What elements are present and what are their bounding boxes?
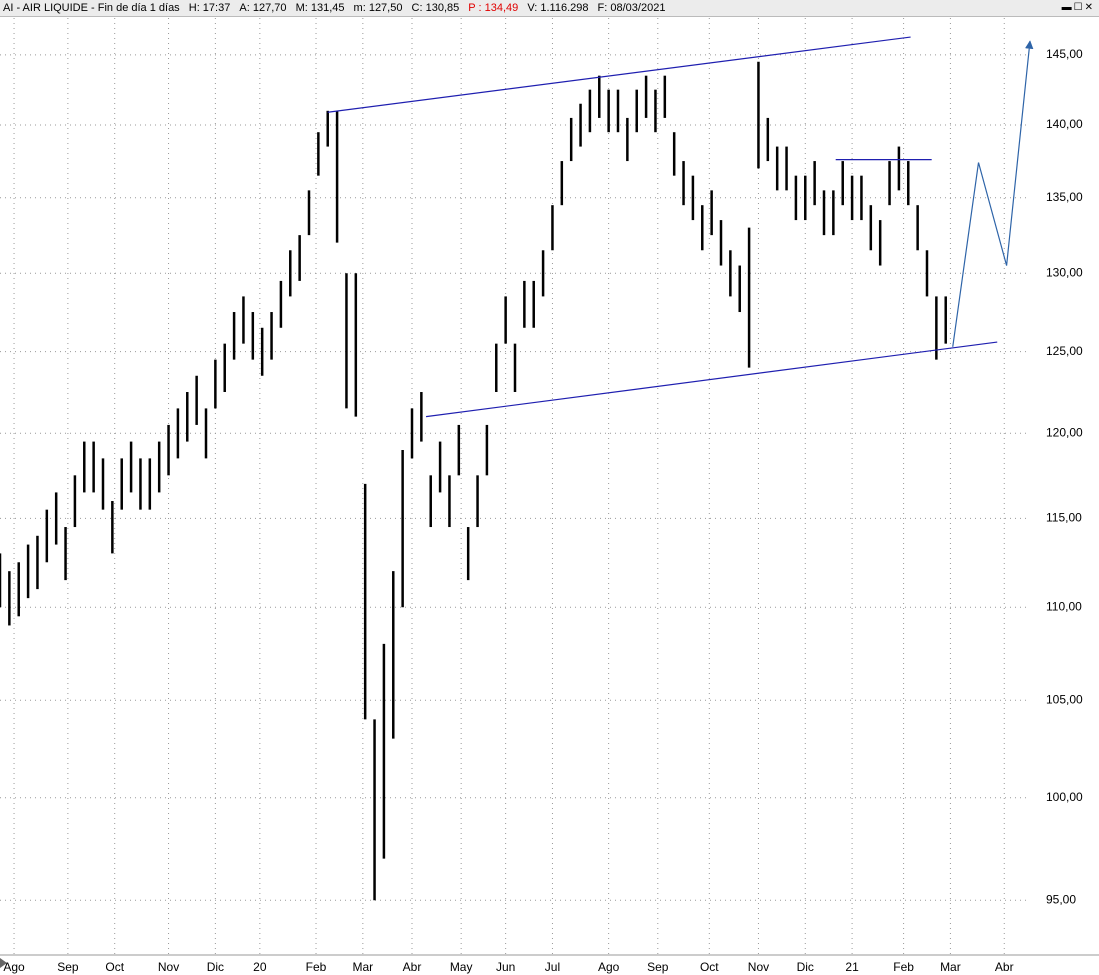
y-tick-label: 115,00 [1046, 511, 1082, 525]
info-item: AI - AIR LIQUIDE - Fin de día 1 días [3, 2, 180, 14]
x-tick-label: Dic [797, 960, 814, 974]
y-tick-label: 140,00 [1046, 117, 1083, 131]
x-tick-label: Feb [306, 960, 327, 974]
trend-line [425, 341, 998, 418]
y-tick-label: 105,00 [1046, 692, 1083, 706]
x-tick-label: Sep [647, 960, 669, 974]
trend-line [952, 40, 1034, 347]
info-item: m: 127,50 [353, 2, 403, 14]
y-tick-label: 110,00 [1046, 599, 1082, 613]
x-tick-label: Abr [995, 960, 1014, 974]
x-tick-label: Mar [353, 960, 374, 974]
x-tick-label: Feb [893, 960, 914, 974]
y-tick-label: 135,00 [1046, 190, 1083, 204]
trend-line [327, 36, 911, 113]
info-item: A: 127,70 [239, 2, 287, 14]
x-tick-label: Oct [105, 960, 124, 974]
y-tick-label: 145,00 [1046, 47, 1083, 61]
x-tick-label: Ago [3, 960, 25, 974]
x-tick-label: Oct [700, 960, 719, 974]
window-buttons[interactable]: ▬☐✕ [1061, 2, 1095, 13]
x-tick-label: Jul [545, 960, 560, 974]
info-item: H: 17:37 [188, 2, 231, 14]
info-item: P : 134,49 [468, 2, 519, 14]
x-tick-label: Nov [158, 960, 179, 974]
x-tick-label: Jun [496, 960, 515, 974]
x-tick-label: Nov [748, 960, 769, 974]
x-tick-label: May [450, 960, 473, 974]
y-tick-label: 100,00 [1046, 790, 1083, 804]
info-item: M: 131,45 [295, 2, 345, 14]
scroll-marker[interactable] [0, 958, 7, 968]
x-tick-label: Mar [940, 960, 961, 974]
info-bar: AI - AIR LIQUIDE - Fin de día 1 días H: … [0, 0, 1099, 17]
info-item: C: 130,85 [411, 2, 460, 14]
x-tick-label: Sep [57, 960, 79, 974]
x-tick-label: 21 [845, 960, 859, 974]
y-tick-label: 125,00 [1046, 344, 1083, 358]
info-item: F: 08/03/2021 [597, 2, 666, 14]
x-tick-label: Abr [403, 960, 422, 974]
y-tick-label: 130,00 [1046, 265, 1083, 279]
x-tick-label: 20 [253, 960, 267, 974]
x-tick-label: Dic [207, 960, 224, 974]
y-tick-label: 120,00 [1046, 425, 1083, 439]
x-tick-label: Ago [598, 960, 620, 974]
y-tick-label: 95,00 [1046, 892, 1076, 906]
info-item: V: 1.116.298 [527, 2, 589, 14]
